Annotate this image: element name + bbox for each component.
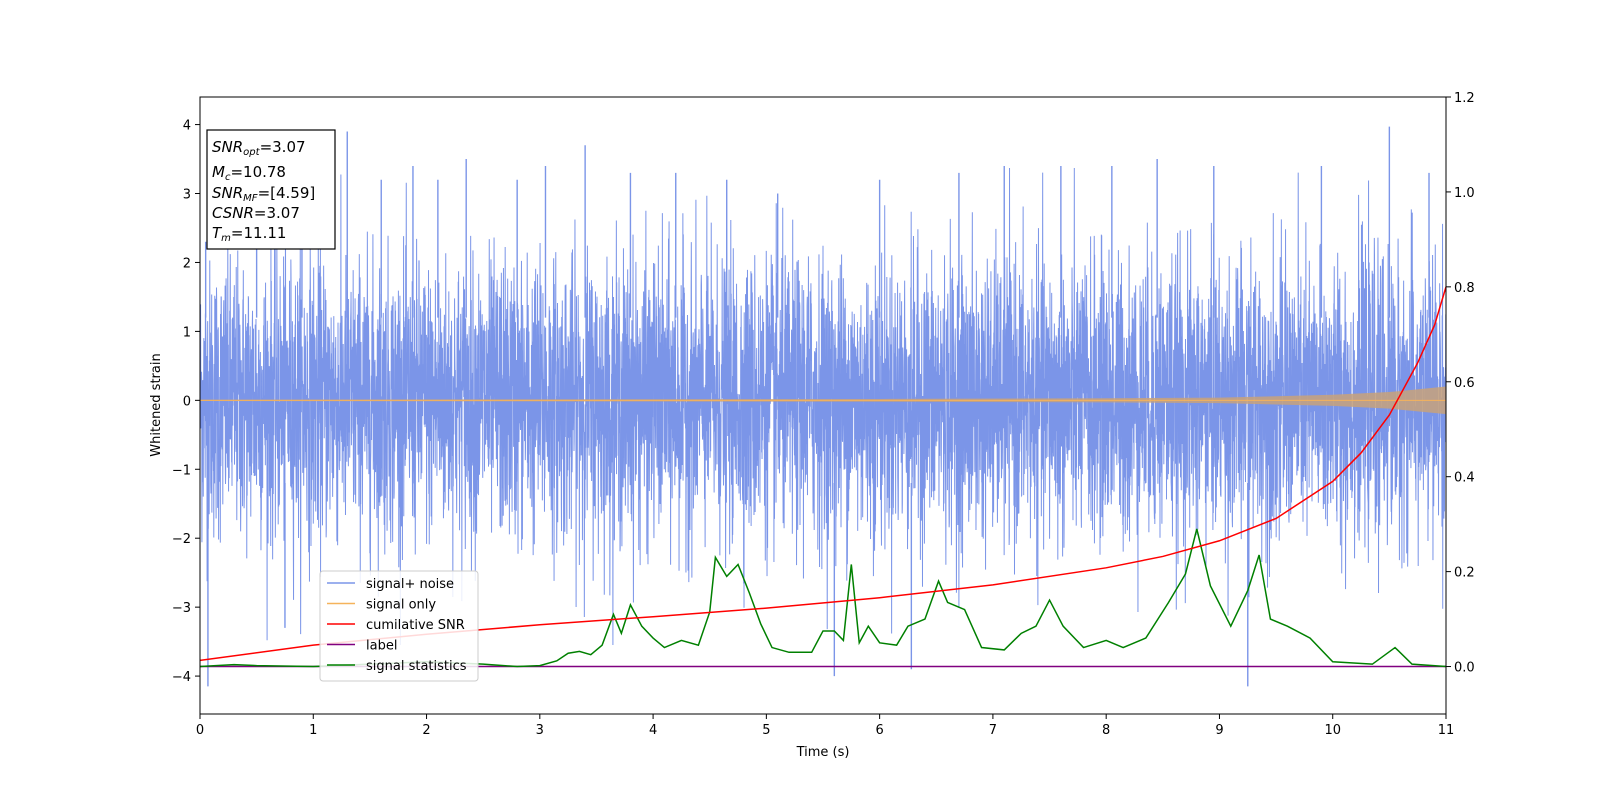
y-right-tick-label: 0.4: [1454, 471, 1475, 486]
legend-frame: [319, 570, 479, 682]
x-tick-label: 8: [1102, 723, 1110, 738]
legend-label: signal only: [366, 598, 436, 613]
legend-label: signal+ noise: [366, 577, 454, 592]
y-right-tick-label: 0.2: [1454, 566, 1475, 581]
signal-noise-spikes: [204, 126, 1430, 687]
legend: signal+ noise signal only cumilative SNR la…: [319, 570, 479, 682]
x-tick-label: 3: [536, 723, 544, 738]
x-tick-label: 9: [1215, 723, 1223, 738]
x-tick-label: 6: [875, 723, 883, 738]
y-left-tick-label: 4: [183, 119, 191, 134]
y-left-tick-label: 3: [183, 188, 191, 203]
info-snr-opt: SNRopt=3.07: [212, 138, 306, 158]
info-box: SNRopt=3.07 Mc=10.78 SNRMF=[4.59] CSNR=3…: [206, 129, 336, 250]
y-axis-left-ticks: 4 3 2 1 0 −1 −2 −3 −4: [172, 119, 200, 685]
info-mc: Mc=10.78: [212, 163, 286, 183]
y-right-tick-label: 1.0: [1454, 186, 1475, 201]
y-left-tick-label: 1: [183, 325, 191, 340]
y-axis-label: Whitened strain: [149, 353, 164, 456]
y-left-tick-label: −2: [172, 532, 191, 547]
x-tick-label: 7: [989, 723, 997, 738]
x-tick-label: 10: [1324, 723, 1341, 738]
x-tick-label: 5: [762, 723, 770, 738]
y-left-tick-label: 2: [183, 256, 191, 271]
y-right-tick-label: 0.8: [1454, 281, 1475, 296]
y-left-tick-label: −3: [172, 601, 191, 616]
info-tm: Tm=11.11: [212, 224, 286, 244]
legend-label: label: [366, 639, 397, 654]
legend-label: signal statistics: [366, 659, 467, 674]
cumulative-snr-series: [200, 286, 1446, 662]
plot-frame: [199, 96, 1447, 715]
y-right-tick-label: 0.0: [1454, 661, 1475, 676]
y-right-tick-label: 1.2: [1454, 91, 1475, 106]
info-csnr: CSNR=3.07: [212, 204, 300, 222]
x-tick-label: 0: [196, 723, 204, 738]
info-snr-mf: SNRMF=[4.59]: [212, 184, 315, 204]
signal-noise-series: [200, 168, 1446, 646]
x-tick-label: 4: [649, 723, 657, 738]
info-box-frame: [206, 129, 336, 250]
x-tick-label: 11: [1438, 723, 1455, 738]
signal-statistics-series: [200, 528, 1446, 668]
x-tick-label: 2: [422, 723, 430, 738]
y-axis-right-ticks: 1.2 1.0 0.8 0.6 0.4 0.2 0.0: [1446, 91, 1475, 676]
x-tick-label: 1: [309, 723, 317, 738]
x-axis-ticks: 0 1 2 3 4 5 6 7 8 9 10 11: [196, 714, 1454, 738]
y-left-tick-label: −4: [172, 670, 191, 685]
y-right-tick-label: 0.6: [1454, 376, 1475, 391]
y-left-tick-label: 0: [183, 394, 191, 409]
x-axis-label: Time (s): [796, 745, 850, 760]
y-left-tick-label: −1: [172, 463, 191, 478]
legend-label: cumilative SNR: [366, 618, 465, 633]
